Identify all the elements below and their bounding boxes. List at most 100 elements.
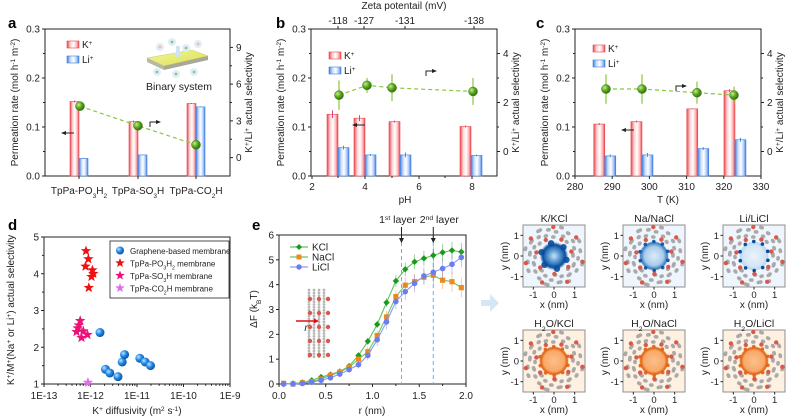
ion-dot [158,45,162,49]
framework-atom [772,350,776,355]
framework-atom [728,240,733,245]
framework-atom [676,255,680,260]
data-point-licl [336,371,343,377]
framework-atom [636,334,640,339]
x-axis-label: x (nm) [540,405,568,416]
data-point-kcl [364,338,372,345]
framework-atom [628,345,633,350]
legend-label-k-part: K [608,44,615,55]
framework-atom [538,382,542,386]
data-point-licl [383,319,390,325]
x-tick-label: 290 [604,182,621,193]
ion-dot [192,70,196,74]
framework-atom [723,352,728,357]
ion-dot [196,42,200,46]
x-tick-label: 1E-13 [31,391,58,402]
oxygen-atom [565,384,570,389]
x-axis-label: x (nm) [740,405,768,416]
legend-label-k: K+ [608,44,619,56]
framework-atom [559,330,563,335]
selectivity-point [468,86,478,97]
legend-label-li-part: + [352,66,356,73]
atom [322,349,326,353]
legend-label-3-part: 2 [164,291,167,297]
y-tick-label: 0 [614,252,619,263]
framework-atom [734,375,738,379]
y2-axis-label-part: + [244,128,251,132]
atom [322,329,326,332]
atom [307,335,311,338]
y-tick-label: 6 [268,231,274,242]
atom-oxygen [316,338,322,344]
y-tick-label: -1 [611,272,619,283]
atom [312,303,316,306]
atom [317,291,321,295]
framework-atom [728,358,732,362]
data-point-licl [280,381,287,387]
y-axis-label: y (nm) [600,347,611,375]
framework-atom [772,245,776,250]
oxygen-atom [574,235,579,240]
framework-atom [760,274,764,278]
data-point-kcl [373,321,381,328]
arrow-left-icon [61,131,66,135]
x-tick-label: 1 [672,395,677,406]
atom [317,346,321,350]
y-axis-label: y (nm) [700,347,711,375]
bar-k [459,126,472,177]
atom [312,323,316,327]
y-tick-label: 5 [33,233,39,244]
x-tick-label: 0.5 [319,391,333,402]
atom [322,314,326,318]
y-tick-label: 0.0 [292,172,306,183]
atom-oxygen [307,338,313,344]
atom-oxygen [316,324,322,330]
map-title: K/KCl [541,213,568,225]
framework-atom [550,383,554,387]
x-tick-label: 6 [416,182,422,193]
framework-atom [743,234,748,238]
layer-label-1-part: 1 [379,214,385,226]
layer-label-2-part: layer [433,214,459,226]
framework-atom [632,368,637,372]
ion-dot [174,72,178,76]
y2-tick-label: 2 [503,98,509,109]
framework-atom [768,377,772,381]
framework-atom [532,368,537,372]
atom [322,303,326,306]
framework-atom [750,383,754,387]
density-hotspot [552,373,556,378]
framework-atom [543,234,548,238]
y-tick-label: 4 [33,269,39,280]
density-hotspot [752,268,756,273]
arrow-left-icon [352,123,357,127]
density-hotspot [652,373,656,378]
legend-marker-star [115,270,125,280]
y2-tick-label: 3 [236,116,242,127]
membrane-side-front [164,56,208,70]
y-tick-label: 1 [614,231,619,242]
framework-atom [665,336,670,340]
legend-marker [296,264,302,270]
framework-atom [668,377,672,381]
density-hotspot [752,373,756,378]
selectivity-point [692,87,702,98]
data-point-licl [290,381,296,387]
framework-atom [577,238,581,242]
density-hotspot [738,363,743,368]
x-tick-label-part: 3 [93,193,97,200]
legend-label-kcl: KCl [312,243,328,254]
density-hotspot [553,265,561,272]
atom-oxygen [325,310,331,316]
framework-atom [759,225,763,230]
scatter-point-graphene [145,361,155,371]
density-hotspot [543,371,548,375]
y-tick-label: 1 [268,355,274,366]
map-title-part: Li/LiCl [739,213,768,225]
legend-swatch-k [592,44,606,53]
bar-li [364,154,377,177]
density-hotspot [541,261,548,268]
ion-dot [184,46,188,50]
map-title-part: H [534,318,542,330]
y-tick-label: 3 [33,306,39,317]
